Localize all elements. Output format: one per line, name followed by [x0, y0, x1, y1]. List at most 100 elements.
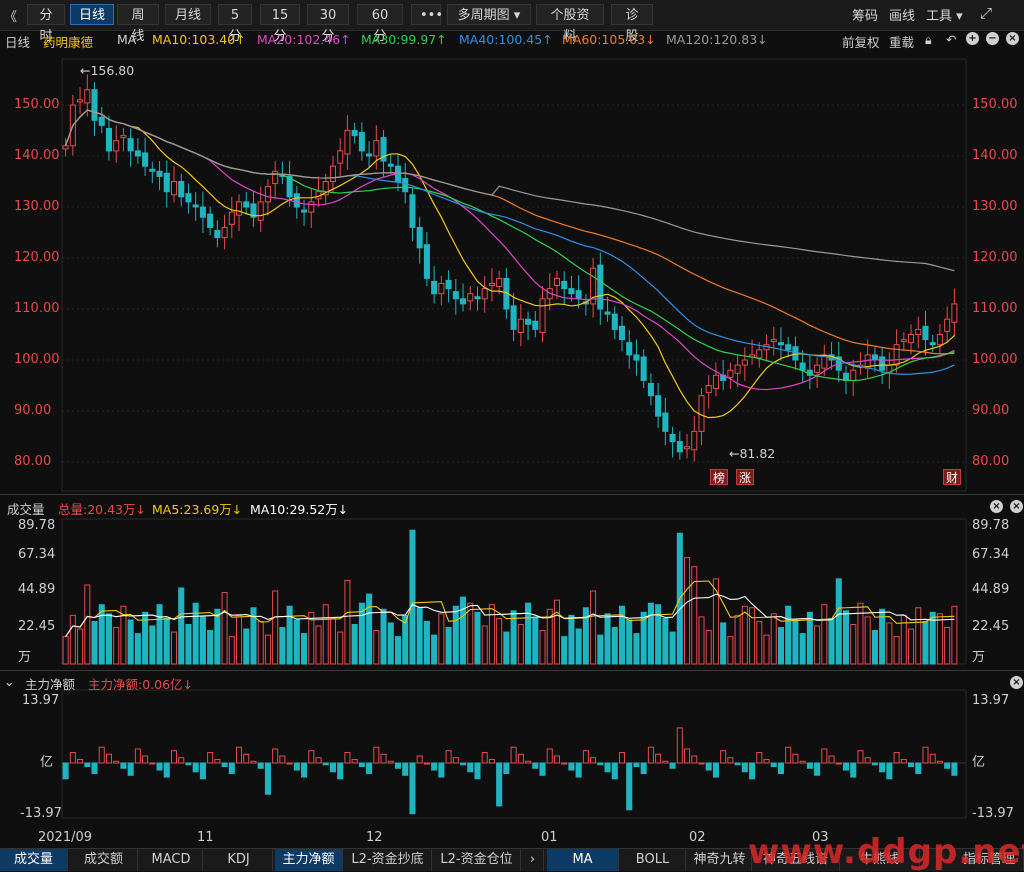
volume-bar: [315, 625, 322, 665]
forward-adjust-button[interactable]: 前复权: [842, 35, 880, 50]
flow-bar: [431, 762, 438, 771]
flow-bar: [481, 751, 488, 764]
indicator-tab-9[interactable]: 神奇九转: [688, 849, 752, 871]
toolbar-button-1[interactable]: 日线: [70, 4, 114, 25]
candle-body: [951, 303, 958, 323]
toolbar-button-0[interactable]: 分时: [27, 4, 65, 44]
finance-tag[interactable]: 财: [943, 469, 961, 485]
flow-bar: [264, 762, 271, 795]
collapse-left-icon[interactable]: 《: [4, 10, 18, 25]
volume-bar: [481, 625, 488, 665]
flow-bar: [178, 757, 185, 764]
fullscreen-icon[interactable]: ⤢: [980, 4, 993, 22]
price-axis-left-2: 130.00: [14, 199, 60, 214]
indicator-tab-3[interactable]: KDJ: [205, 849, 273, 871]
candle-body: [604, 311, 611, 315]
undo-icon[interactable]: ↶: [946, 32, 957, 47]
flow-bar: [814, 762, 821, 776]
flow-bar: [792, 753, 799, 764]
chips-button[interactable]: 筹码: [852, 9, 879, 24]
volume-bar: [590, 590, 597, 665]
draw-line-button[interactable]: 画线: [889, 9, 916, 24]
indicator-tab-0[interactable]: 成交量: [0, 849, 68, 871]
volume-ma10: MA10:29.52万↓: [250, 502, 349, 517]
volume-bar: [62, 636, 69, 665]
volume-bar: [105, 613, 112, 665]
toolbar-button-2[interactable]: 周线: [117, 4, 159, 44]
ma120-line: [65, 109, 955, 272]
candle-body: [416, 226, 423, 249]
flow-bar: [879, 762, 886, 773]
candle-body: [84, 89, 91, 104]
ma-label: MA: [117, 32, 137, 47]
flow-bar: [929, 753, 936, 764]
tools-menu[interactable]: 工具 ▾: [926, 9, 963, 24]
ma60-value: MA60:105.03↓: [562, 32, 656, 47]
candle-body: [207, 213, 214, 228]
volume-bar: [582, 607, 589, 665]
flow-bar: [539, 762, 546, 776]
close-icon[interactable]: ×: [1006, 32, 1019, 45]
volume-axis-right-0: 89.78: [972, 518, 1010, 533]
toolbar-button-9[interactable]: 多周期图 ▾: [447, 4, 531, 25]
reload-button[interactable]: 重载: [889, 35, 915, 50]
flow-bar: [185, 762, 192, 766]
toolbar-button-8[interactable]: •••: [411, 4, 443, 25]
flow-axis-left-1: 亿: [40, 755, 54, 770]
volume-bar: [488, 604, 495, 665]
zoom-out-icon[interactable]: −: [986, 32, 999, 45]
candle-body: [915, 328, 922, 335]
volume-bar: [575, 628, 582, 665]
indicator-tab-11[interactable]: 牛熊线: [840, 849, 920, 871]
indicator-tab-5[interactable]: L2-资金抄底: [344, 849, 432, 871]
flow-bar: [582, 750, 589, 764]
indicator-tab-10[interactable]: 神奇五线谱: [752, 849, 840, 871]
flow-bar: [91, 762, 98, 775]
tabs-scroll-right-icon[interactable]: ›: [522, 849, 544, 871]
volume-bar: [214, 608, 221, 665]
indicator-tab-2[interactable]: MACD: [140, 849, 203, 871]
volume-bar: [503, 631, 510, 665]
kline-chart[interactable]: [0, 50, 1024, 848]
toolbar-button-6[interactable]: 30分: [307, 4, 349, 44]
toolbar-button-5[interactable]: 15分: [260, 4, 300, 44]
flow-axis-left-2: -13.97: [20, 806, 62, 821]
ma30-value: MA30:99.97↑: [361, 32, 447, 47]
indicator-tab-6[interactable]: L2-资金仓位: [433, 849, 521, 871]
flow-close-icon[interactable]: ×: [1010, 676, 1023, 689]
flow-bar: [113, 760, 120, 764]
flow-bar: [633, 762, 640, 768]
candle-body: [908, 334, 915, 344]
candle-body: [105, 127, 112, 152]
indicator-tab-7[interactable]: MA: [547, 849, 619, 871]
flow-collapse-icon[interactable]: ⌄: [4, 674, 15, 689]
indicator-tab-8[interactable]: BOLL: [620, 849, 686, 871]
candle-body: [402, 177, 409, 193]
candle-body: [380, 137, 387, 162]
volume-close-icon[interactable]: ×: [1010, 500, 1023, 513]
limit-up-tag[interactable]: 涨: [736, 469, 754, 485]
lock-icon[interactable]: 🔒︎: [925, 32, 932, 47]
candle-body: [879, 356, 886, 371]
volume-bar: [380, 608, 387, 665]
toolbar-button-10[interactable]: 个股资料: [536, 4, 604, 44]
toolbar-button-3[interactable]: 月线: [165, 4, 211, 25]
flow-bar: [156, 762, 163, 771]
candle-body: [488, 283, 495, 287]
price-axis-right-3: 120.00: [972, 250, 1018, 265]
zoom-in-icon[interactable]: +: [966, 32, 979, 45]
toolbar-button-4[interactable]: 5分: [218, 4, 252, 44]
candle-body: [467, 293, 474, 302]
flow-bar: [871, 762, 878, 766]
volume-bar: [207, 630, 214, 665]
flow-bar: [409, 762, 416, 815]
volume-bar: [655, 604, 662, 665]
flow-bar: [286, 762, 293, 765]
toolbar-button-7[interactable]: 60分: [357, 4, 403, 44]
indicator-tab-4[interactable]: 主力净额: [275, 849, 343, 871]
indicator-tab-1[interactable]: 成交额: [70, 849, 138, 871]
volume-settings-icon[interactable]: ×: [990, 500, 1003, 513]
toolbar-button-11[interactable]: 诊股: [611, 4, 653, 44]
rank-tag[interactable]: 榜: [710, 469, 728, 485]
candle-body: [553, 277, 560, 287]
